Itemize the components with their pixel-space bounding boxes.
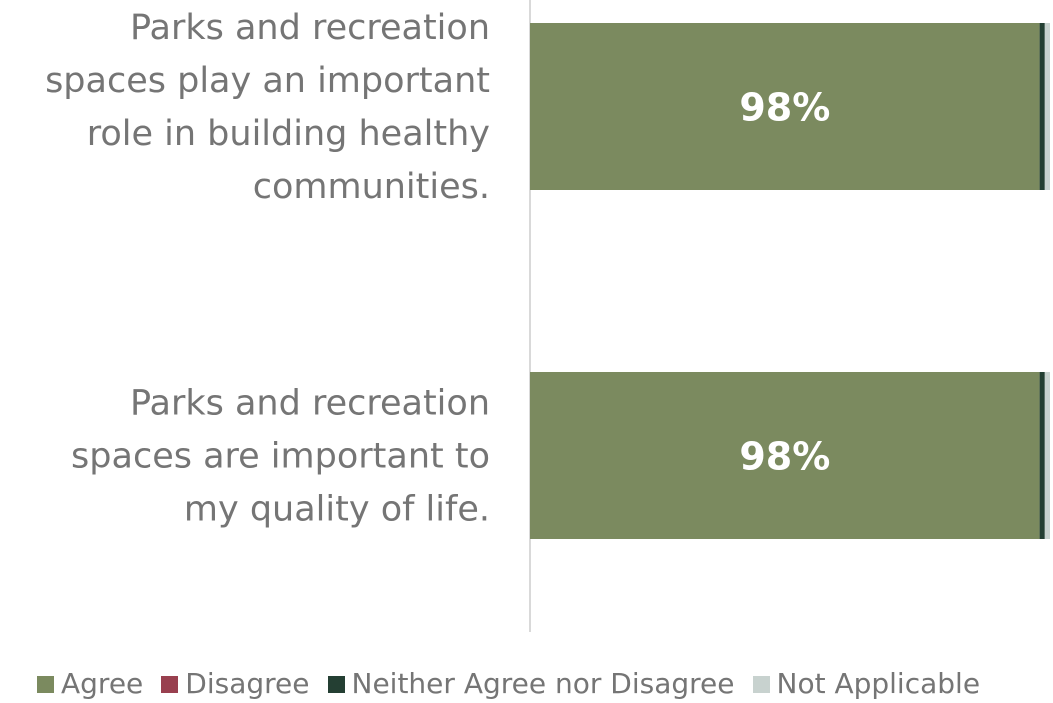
legend-swatch (161, 675, 179, 693)
bar-not-applicable-1 (1044, 23, 1050, 190)
category-label-line: communities. (253, 167, 490, 207)
legend-item-disagree: Disagree (161, 667, 310, 700)
bar-agree-2 (530, 372, 1040, 539)
legend-label: Disagree (185, 667, 310, 700)
legend-label: Neither Agree nor Disagree (351, 667, 735, 700)
category-label-2: Parks and recreation spaces are important… (71, 384, 490, 530)
legend-item-agree: Agree (37, 670, 143, 698)
legend-label: Agree (61, 667, 144, 700)
bar-not-applicable-2 (1044, 372, 1050, 539)
category-label-line: Parks and recreation (130, 384, 490, 424)
category-label-line: my quality of life. (184, 490, 490, 530)
bar-agree-1 (530, 23, 1040, 190)
legend-swatch (37, 675, 54, 693)
category-label-line: Parks and recreation (130, 8, 490, 48)
data-label-2: 98% (739, 435, 830, 479)
data-label-1: 98% (739, 86, 830, 130)
category-label-1: Parks and recreation spaces play an impor… (45, 8, 490, 207)
legend-swatch (327, 675, 345, 693)
legend-swatch (752, 675, 770, 693)
legend-label: Not Applicable (776, 667, 981, 700)
bar-neither-agree-nor-disagree-1 (1039, 23, 1045, 190)
bar-neither-agree-nor-disagree-2 (1039, 372, 1045, 539)
category-label-line: spaces play an important (45, 61, 490, 101)
legend-item-neither-agree-nor-disagree: Neither Agree nor Disagree (327, 667, 735, 700)
legend: Agree Disagree Neither Agree nor Disagree N… (37, 665, 980, 703)
legend-item-not-applicable: Not Applicable (752, 667, 981, 700)
category-label-line: spaces are important to (71, 437, 490, 477)
category-label-line: role in building healthy (87, 114, 490, 154)
